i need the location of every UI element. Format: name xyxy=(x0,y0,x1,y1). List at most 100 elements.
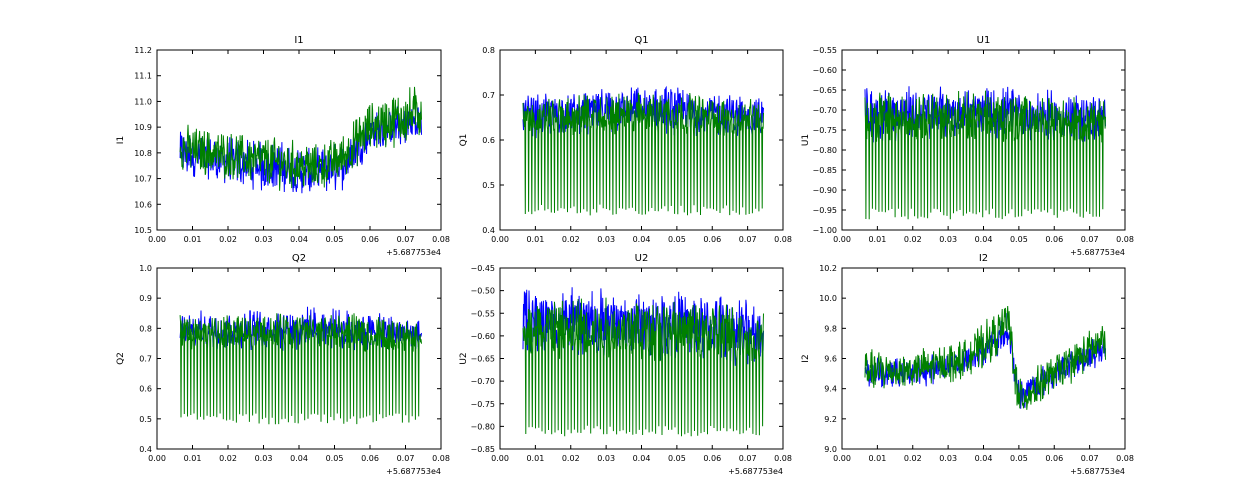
y-axis-label: Q1 xyxy=(459,134,469,147)
y-tick-label: −0.50 xyxy=(470,287,495,296)
x-offset-label: +5.687753e4 xyxy=(1070,467,1125,476)
x-tick-label: 0.04 xyxy=(975,454,993,463)
x-tick-label: 0.02 xyxy=(562,235,580,244)
x-tick-label: 0.05 xyxy=(1010,235,1028,244)
y-tick-label: −0.55 xyxy=(812,46,837,55)
x-tick-label: 0.07 xyxy=(739,454,757,463)
x-tick-label: 0.06 xyxy=(1045,454,1063,463)
series-line-2 xyxy=(864,90,1106,220)
subplot-Q2: 0.00 0.01 0.02 0.03 0.04 0.05 0.06 0.07 0.08 0.4 0… xyxy=(116,253,450,476)
x-tick-label: 0.06 xyxy=(703,235,721,244)
x-tick-label: 0.01 xyxy=(526,454,544,463)
y-tick-label: −0.70 xyxy=(812,106,837,115)
x-tick-label: 0.02 xyxy=(904,235,922,244)
subplot-U2: 0.00 0.01 0.02 0.03 0.04 0.05 0.06 0.07 0.08 −0.8… xyxy=(459,253,792,476)
x-tick-label: 0.02 xyxy=(904,454,922,463)
y-axis-label: I2 xyxy=(801,354,811,362)
x-tick-label: 0.00 xyxy=(833,235,851,244)
y-tick-label: −0.80 xyxy=(470,422,495,431)
x-tick-label: 0.05 xyxy=(668,454,686,463)
x-tick-label: 0.08 xyxy=(1116,235,1134,244)
y-tick-label: 10.9 xyxy=(134,123,152,132)
x-tick-label: 0.03 xyxy=(255,454,273,463)
y-axis-label: U1 xyxy=(801,134,811,146)
x-tick-label: 0.02 xyxy=(219,454,237,463)
x-tick-label: 0.03 xyxy=(597,454,615,463)
y-tick-label: 9.8 xyxy=(824,324,837,333)
subplot-U1: 0.00 0.01 0.02 0.03 0.04 0.05 0.06 0.07 0.08 −1.0… xyxy=(801,35,1134,257)
y-tick-label: 11.0 xyxy=(134,97,152,106)
x-tick-label: 0.06 xyxy=(361,235,379,244)
x-tick-label: 0.03 xyxy=(597,235,615,244)
y-tick-label: 0.4 xyxy=(482,226,495,235)
x-tick-label: 0.02 xyxy=(219,235,237,244)
y-tick-label: −0.45 xyxy=(470,264,495,273)
x-tick-label: 0.03 xyxy=(939,235,957,244)
x-tick-label: 0.07 xyxy=(1081,454,1099,463)
y-tick-label: 0.7 xyxy=(482,91,495,100)
x-tick-label: 0.08 xyxy=(432,454,450,463)
x-tick-label: 0.04 xyxy=(975,235,993,244)
x-tick-label: 0.01 xyxy=(868,235,886,244)
x-tick-label: 0.01 xyxy=(184,454,202,463)
x-tick-label: 0.07 xyxy=(397,235,415,244)
y-tick-label: −0.60 xyxy=(470,332,495,341)
y-tick-label: −0.65 xyxy=(470,355,495,364)
x-tick-label: 0.01 xyxy=(868,454,886,463)
x-tick-label: 0.08 xyxy=(432,235,450,244)
y-tick-label: 9.0 xyxy=(824,445,837,454)
y-tick-label: 9.2 xyxy=(824,415,837,424)
series-line-2 xyxy=(522,92,764,216)
y-tick-label: 10.2 xyxy=(819,264,837,273)
y-tick-label: 10.7 xyxy=(134,175,152,184)
subplot-title: Q1 xyxy=(634,35,648,46)
y-tick-label: 0.6 xyxy=(139,385,152,394)
x-tick-label: 0.04 xyxy=(290,235,308,244)
y-axis-label: Q2 xyxy=(116,352,126,365)
x-tick-label: 0.06 xyxy=(1045,235,1063,244)
x-tick-label: 0.04 xyxy=(633,235,651,244)
x-tick-label: 0.00 xyxy=(491,454,509,463)
y-axis-label: U2 xyxy=(459,352,469,364)
y-tick-label: 0.8 xyxy=(139,324,152,333)
y-tick-label: −1.00 xyxy=(812,226,837,235)
x-tick-label: 0.02 xyxy=(562,454,580,463)
series-line-2 xyxy=(522,297,764,437)
y-tick-label: 11.1 xyxy=(134,72,152,81)
x-tick-label: 0.00 xyxy=(833,454,851,463)
x-tick-label: 0.07 xyxy=(1081,235,1099,244)
series-line-1 xyxy=(522,287,764,366)
y-tick-label: 11.2 xyxy=(134,46,152,55)
x-tick-label: 0.01 xyxy=(184,235,202,244)
x-tick-label: 0.08 xyxy=(1116,454,1134,463)
x-tick-label: 0.07 xyxy=(739,235,757,244)
x-tick-label: 0.00 xyxy=(148,454,166,463)
x-tick-label: 0.05 xyxy=(326,235,344,244)
y-tick-label: −0.95 xyxy=(812,206,837,215)
y-tick-label: 10.8 xyxy=(134,149,152,158)
x-tick-label: 0.06 xyxy=(361,454,379,463)
subplot-title: I2 xyxy=(979,253,988,264)
series-line-1 xyxy=(864,313,1106,409)
y-tick-label: 10.5 xyxy=(134,226,152,235)
x-tick-label: 0.08 xyxy=(774,454,792,463)
y-tick-label: −0.85 xyxy=(812,166,837,175)
x-tick-label: 0.01 xyxy=(526,235,544,244)
series-line-2 xyxy=(864,305,1106,410)
subplot-title: I1 xyxy=(294,35,303,46)
x-tick-label: 0.07 xyxy=(397,454,415,463)
y-axis-label: I1 xyxy=(116,136,126,144)
x-offset-label: +5.687753e4 xyxy=(728,467,783,476)
x-tick-label: 0.06 xyxy=(703,454,721,463)
subplot-title: U1 xyxy=(977,35,991,46)
subplot-title: U2 xyxy=(635,253,649,264)
y-tick-label: −0.90 xyxy=(812,186,837,195)
series-line-2 xyxy=(179,86,422,191)
y-tick-label: 1.0 xyxy=(139,264,152,273)
x-tick-label: 0.05 xyxy=(1010,454,1028,463)
y-tick-label: 0.6 xyxy=(482,136,495,145)
y-tick-label: 9.6 xyxy=(824,355,837,364)
y-tick-label: −0.75 xyxy=(812,126,837,135)
x-tick-label: 0.00 xyxy=(491,235,509,244)
x-tick-label: 0.05 xyxy=(668,235,686,244)
